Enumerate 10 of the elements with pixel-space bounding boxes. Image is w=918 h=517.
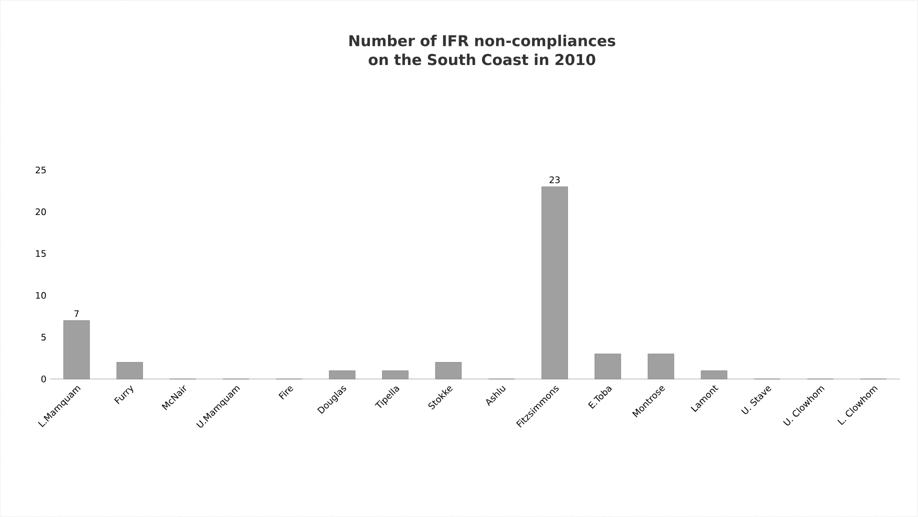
y-tick-label: 25 (36, 166, 46, 174)
data-label: 7 (74, 310, 79, 317)
y-tick-label: 10 (36, 292, 46, 299)
x-tick-label: Fire (278, 386, 294, 400)
chart-title: Number of IFR non-compliances on the South Coast in 2010 (349, 34, 616, 66)
data-label: 23 (550, 176, 560, 184)
y-tick-label: 20 (36, 208, 46, 216)
y-tick-label: 0 (41, 376, 46, 382)
y-tick-label: 5 (41, 334, 46, 341)
y-tick-label: 15 (36, 250, 46, 257)
